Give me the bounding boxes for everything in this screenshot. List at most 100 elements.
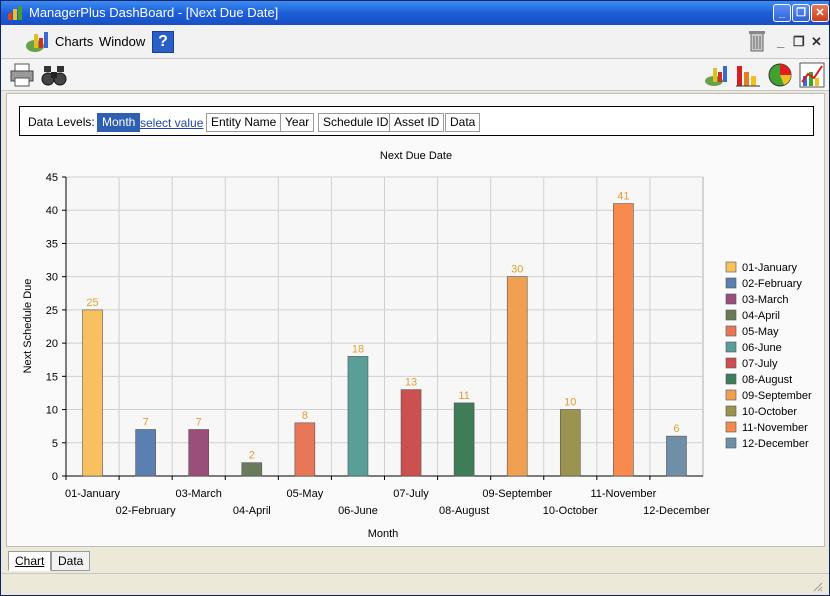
legend-swatch xyxy=(725,421,737,433)
level-entity-name[interactable]: Entity Name xyxy=(206,113,282,132)
bar-04-april[interactable] xyxy=(241,462,263,477)
data-label: 2 xyxy=(249,450,255,462)
legend-swatch xyxy=(725,325,737,337)
bar-chart: Next Due Date 25 7 7 2 8 18 13 11 30 10 41 6 0 5 10 15… xyxy=(22,150,812,540)
legend-swatch xyxy=(725,405,737,417)
bar-03-march[interactable] xyxy=(188,429,210,477)
bar-08-august[interactable] xyxy=(453,402,475,477)
legend-item: 09-September xyxy=(742,390,812,402)
chart-title: Next Due Date xyxy=(380,150,452,162)
chart-legend: 01-January 02-February 03-March 04-April 05-… xyxy=(725,261,812,450)
legend-item: 12-December xyxy=(742,438,809,450)
y-tick-label: 20 xyxy=(46,338,58,350)
binoculars-icon[interactable] xyxy=(41,62,67,88)
tab-chart[interactable]: Chart xyxy=(8,551,52,571)
bar-01-january[interactable] xyxy=(82,309,103,477)
menu-window[interactable]: Window xyxy=(99,34,146,49)
bar-07-july[interactable] xyxy=(400,389,422,477)
x-tick-label: 06-June xyxy=(338,505,378,517)
y-tick-label: 15 xyxy=(46,371,58,383)
x-tick-label: 02-February xyxy=(116,505,176,517)
legend-item: 04-April xyxy=(742,310,780,322)
level-asset-id[interactable]: Asset ID xyxy=(389,113,445,132)
bar-chart-icon[interactable] xyxy=(735,62,761,88)
data-label: 7 xyxy=(196,416,202,428)
tab-data[interactable]: Data xyxy=(51,551,91,571)
pie-chart-icon[interactable] xyxy=(767,62,793,88)
bar-09-september[interactable] xyxy=(506,276,528,477)
data-label: 25 xyxy=(86,297,98,309)
chart-wizard-icon[interactable] xyxy=(703,62,729,88)
mdi-close-button[interactable]: ✕ xyxy=(811,34,822,49)
bar-06-june[interactable] xyxy=(347,356,369,477)
chart-panel: Data Levels: Month select value Entity N… xyxy=(6,93,825,547)
app-logo-icon xyxy=(8,6,22,20)
x-tick-label: 04-April xyxy=(233,505,271,517)
view-tabs: Chart Data xyxy=(1,549,829,573)
y-axis-ticks: 0 5 10 15 20 25 30 35 40 45 xyxy=(46,172,66,483)
y-tick-label: 25 xyxy=(46,305,58,317)
legend-item: 01-January xyxy=(742,262,798,274)
x-axis-label: Month xyxy=(368,528,399,540)
bar-10-october[interactable] xyxy=(559,409,581,477)
menu-charts[interactable]: Charts xyxy=(55,34,94,49)
resize-grip-icon[interactable] xyxy=(811,580,823,592)
charts-menu-icon[interactable] xyxy=(25,30,51,54)
minimize-button[interactable]: _ xyxy=(773,4,791,22)
x-tick-label: 12-December xyxy=(643,505,710,517)
close-button[interactable]: ✕ xyxy=(811,4,829,22)
trash-icon[interactable] xyxy=(749,29,765,53)
window-title: ManagerPlus DashBoard - [Next Due Date] xyxy=(29,5,279,20)
printer-icon[interactable] xyxy=(9,62,35,88)
y-tick-label: 5 xyxy=(52,438,58,450)
y-tick-label: 0 xyxy=(52,471,58,483)
y-tick-label: 40 xyxy=(46,205,58,217)
legend-swatch xyxy=(725,437,737,449)
level-data[interactable]: Data xyxy=(445,113,481,132)
chart-bars xyxy=(82,203,687,477)
bar-02-february[interactable] xyxy=(135,429,156,477)
x-tick-label: 10-October xyxy=(543,505,598,517)
y-tick-label: 30 xyxy=(46,272,58,284)
legend-swatch xyxy=(725,293,737,305)
y-tick-label: 45 xyxy=(46,172,58,184)
data-levels-bar: Data Levels: Month select value Entity N… xyxy=(19,106,814,136)
bar-11-november[interactable] xyxy=(613,203,634,477)
legend-item: 02-February xyxy=(742,278,802,290)
x-tick-label: 11-November xyxy=(590,488,656,500)
data-label: 8 xyxy=(302,410,308,422)
y-tick-label: 10 xyxy=(46,405,58,417)
x-axis-ticks: 01-January 02-February 03-March 04-April 05-… xyxy=(65,476,710,517)
line-chart-icon[interactable] xyxy=(799,62,825,88)
chart-grid xyxy=(65,176,704,477)
data-label: 18 xyxy=(352,343,364,355)
data-label: 13 xyxy=(405,377,417,389)
title-bar[interactable]: ManagerPlus DashBoard - [Next Due Date] … xyxy=(1,1,829,25)
level-year[interactable]: Year xyxy=(280,113,315,132)
y-tick-label: 35 xyxy=(46,238,58,250)
mdi-restore-button[interactable]: ❐ xyxy=(793,34,805,49)
legend-swatch xyxy=(725,309,737,321)
chart-data-labels: 25 7 7 2 8 18 13 11 30 10 41 6 xyxy=(86,191,679,462)
data-levels-label: Data Levels: xyxy=(28,115,95,129)
legend-item: 05-May xyxy=(742,326,779,338)
level-schedule-id[interactable]: Schedule ID xyxy=(318,113,394,132)
bar-12-december[interactable] xyxy=(666,435,687,477)
legend-item: 06-June xyxy=(742,342,782,354)
mdi-minimize-button[interactable]: _ xyxy=(777,34,785,49)
data-label: 30 xyxy=(511,264,523,276)
data-label: 6 xyxy=(673,423,679,435)
bar-05-may[interactable] xyxy=(294,422,316,477)
legend-swatch xyxy=(725,277,737,289)
select-value-link[interactable]: select value xyxy=(140,116,204,130)
data-label: 7 xyxy=(143,416,149,428)
help-button[interactable]: ? xyxy=(152,31,174,53)
level-month[interactable]: Month xyxy=(97,113,141,132)
x-tick-label: 07-July xyxy=(393,488,429,500)
maximize-button[interactable]: ❐ xyxy=(792,4,810,22)
legend-item: 11-November xyxy=(742,422,808,434)
data-label: 41 xyxy=(617,191,629,203)
x-tick-label: 01-January xyxy=(65,488,121,500)
legend-item: 07-July xyxy=(742,358,778,370)
